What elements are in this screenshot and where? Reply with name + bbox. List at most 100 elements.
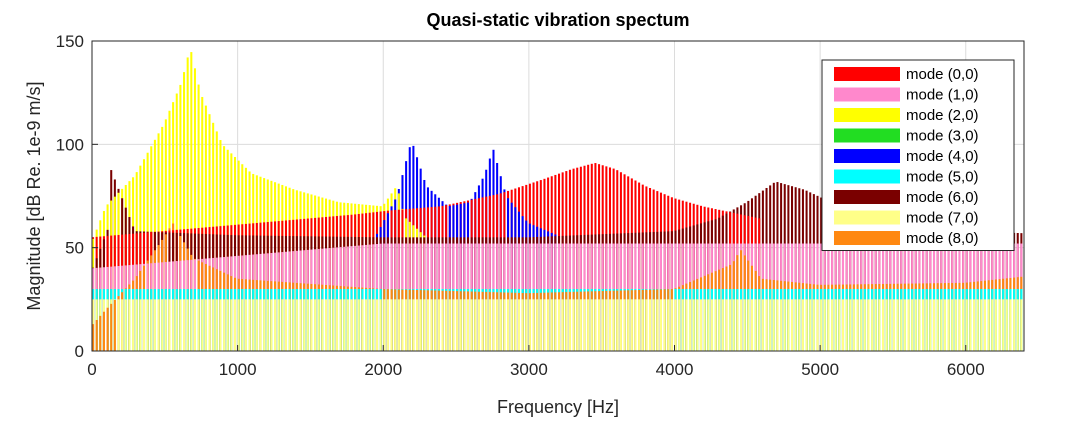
bar [423, 299, 426, 351]
bar [142, 299, 146, 351]
bar [936, 299, 939, 351]
bar [878, 299, 881, 351]
bar [696, 299, 699, 351]
bar [186, 299, 189, 351]
bar [284, 299, 287, 351]
bar [783, 299, 786, 351]
bar [496, 299, 499, 351]
bar [732, 299, 735, 351]
bar [863, 299, 866, 351]
bar [820, 299, 823, 351]
legend-swatch [834, 87, 900, 102]
bar [750, 299, 753, 351]
bar [958, 299, 961, 351]
bar [911, 299, 914, 351]
legend-swatch [834, 67, 900, 81]
bar [183, 72, 186, 351]
bar [598, 299, 601, 351]
bar [510, 299, 513, 351]
bar [543, 299, 546, 351]
bar [132, 299, 135, 351]
bar [244, 299, 247, 351]
legend-label: mode (1,0) [906, 87, 979, 104]
bar [357, 299, 360, 351]
bar [183, 299, 186, 351]
bar [375, 299, 379, 351]
bar [576, 299, 579, 351]
bar [521, 299, 524, 351]
bar [514, 299, 517, 351]
bar [994, 299, 997, 351]
legend-swatch [834, 128, 900, 143]
legend-swatch [834, 169, 900, 184]
bar [987, 299, 990, 351]
bar [368, 299, 371, 351]
bar [718, 299, 721, 351]
bar [780, 299, 783, 351]
bar [554, 299, 557, 351]
bar [583, 299, 586, 351]
bar [365, 299, 368, 351]
bar [354, 299, 357, 351]
bar [761, 299, 764, 351]
bar [710, 299, 713, 351]
bar [343, 299, 346, 351]
bar [448, 299, 451, 351]
bar [568, 299, 571, 351]
bar [918, 299, 921, 351]
bar [426, 299, 429, 351]
bar [532, 299, 535, 351]
bar [954, 299, 957, 351]
bar [99, 315, 102, 351]
bars [92, 52, 1023, 352]
bar [667, 299, 670, 351]
bar [849, 299, 852, 351]
bar [157, 299, 160, 351]
bar [175, 93, 178, 352]
bar [685, 299, 688, 351]
legend-label: mode (6,0) [906, 189, 979, 206]
bar [539, 299, 542, 351]
bar [175, 299, 178, 351]
bar [106, 307, 109, 351]
bar [638, 299, 641, 351]
bar [146, 299, 149, 351]
bar [397, 299, 400, 351]
bar [740, 299, 743, 351]
bar [754, 299, 757, 351]
bar [1009, 299, 1012, 351]
bar [605, 299, 608, 351]
bar [965, 299, 968, 351]
bar [477, 299, 480, 351]
bar [769, 299, 772, 351]
bar [150, 299, 153, 351]
bar [536, 299, 539, 351]
bar [517, 299, 520, 351]
bar [907, 299, 910, 351]
bar [288, 299, 291, 351]
legend-label: mode (8,0) [906, 230, 979, 247]
bar [168, 299, 171, 351]
bar [627, 299, 630, 351]
bar [102, 311, 105, 351]
axis-ticks: 0 1000 2000 3000 4000 5000 6000 0 50 100 150 [56, 32, 985, 379]
bar [314, 299, 317, 351]
bar [204, 299, 207, 351]
bar [274, 299, 277, 351]
bar [900, 299, 903, 351]
x-axis-label: Frequency [Hz] [497, 397, 619, 417]
bar [845, 299, 848, 351]
x-tick-label: 2000 [364, 360, 402, 379]
bar [179, 84, 182, 352]
bar [547, 299, 550, 351]
bar [241, 299, 244, 351]
bar [237, 299, 240, 351]
bar [659, 299, 662, 351]
bar [623, 299, 626, 351]
y-tick-label: 150 [56, 32, 84, 51]
bar [721, 299, 724, 351]
bar [386, 299, 389, 351]
bar [681, 299, 684, 351]
bar [590, 299, 593, 351]
chart-title: Quasi-static vibration spectum [426, 10, 689, 30]
